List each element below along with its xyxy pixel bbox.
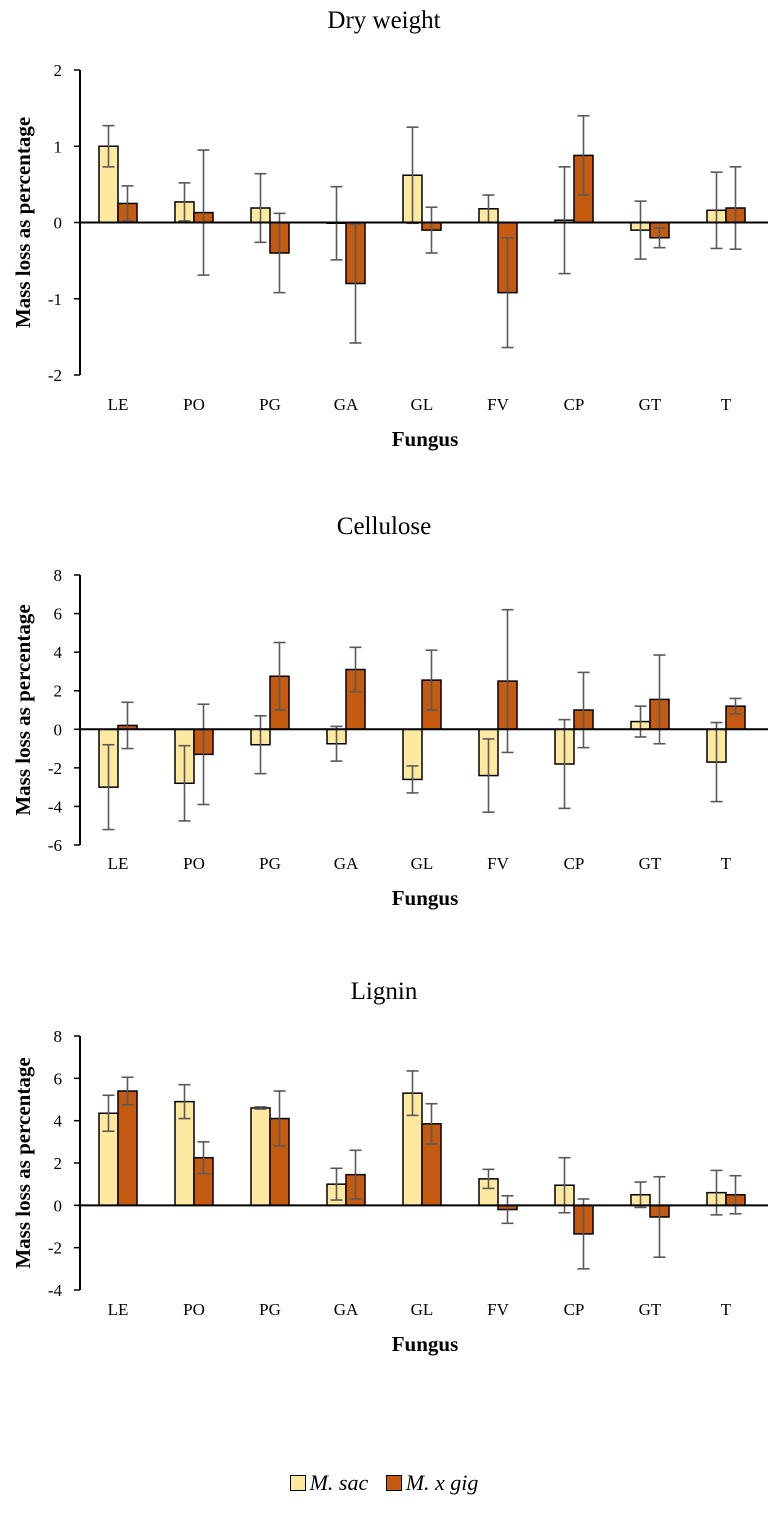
x-category-label: CP bbox=[564, 1300, 585, 1319]
y-tick-label: 2 bbox=[54, 682, 63, 701]
chart-dry-weight: Dry weight -2 -1 0 1 2 LE PO PG GA GL FV CP GT T Fungus… bbox=[11, 7, 768, 451]
legend-item-m-sac: M. sac bbox=[289, 1470, 369, 1496]
chart-title: Cellulose bbox=[337, 513, 431, 540]
x-category-label: GL bbox=[411, 1300, 434, 1319]
x-axis-title: Fungus bbox=[392, 886, 459, 910]
x-category-label: PO bbox=[183, 1300, 205, 1319]
legend-swatch-m-x-gig bbox=[385, 1475, 402, 1491]
x-category-label: GL bbox=[411, 854, 434, 873]
x-category-label: CP bbox=[564, 854, 585, 873]
legend-label-m-x-gig: M. x gig bbox=[405, 1470, 479, 1495]
x-category-label: FV bbox=[487, 854, 509, 873]
x-category-label: T bbox=[721, 1300, 732, 1319]
chart-title: Dry weight bbox=[327, 7, 440, 34]
y-axis-title: Mass loss as percentage bbox=[11, 1057, 35, 1268]
legend-swatch-m-sac bbox=[289, 1475, 306, 1491]
y-axis-title: Mass loss as percentage bbox=[11, 604, 35, 815]
y-tick-label: 4 bbox=[54, 1112, 63, 1131]
x-axis-title: Fungus bbox=[392, 1332, 459, 1356]
legend-label-m-sac: M. sac bbox=[309, 1470, 369, 1495]
y-tick-label: -2 bbox=[48, 759, 62, 778]
x-category-label: LE bbox=[108, 854, 129, 873]
x-category-label: GT bbox=[639, 854, 662, 873]
chart-cellulose: Cellulose -6 -4 -2 0 2 4 6 8 LE PO PG GA GL FV CP GT T Fun… bbox=[11, 513, 768, 910]
x-category-label: PG bbox=[259, 1300, 281, 1319]
chart-lignin: Lignin -4 -2 0 2 4 6 8 LE PO PG GA GL FV CP GT T Fungus Ma… bbox=[11, 978, 768, 1356]
bar-m-sac-pg bbox=[250, 1107, 271, 1207]
x-category-label: LE bbox=[108, 1300, 129, 1319]
x-category-label: GA bbox=[334, 395, 359, 414]
legend: M. sac M. x gig bbox=[0, 1470, 768, 1496]
x-category-label: GL bbox=[411, 395, 434, 414]
y-tick-label: -4 bbox=[48, 1281, 63, 1300]
y-tick-label: -6 bbox=[48, 836, 62, 855]
x-category-label: FV bbox=[487, 1300, 509, 1319]
x-category-label: FV bbox=[487, 395, 509, 414]
y-tick-label: 6 bbox=[54, 1069, 63, 1088]
legend-item-m-x-gig: M. x gig bbox=[385, 1470, 479, 1496]
x-category-label: GA bbox=[334, 1300, 359, 1319]
x-category-label: GA bbox=[334, 854, 359, 873]
x-category-label: PO bbox=[183, 854, 205, 873]
x-category-label: CP bbox=[564, 395, 585, 414]
bar-m-x-gig-le bbox=[117, 1090, 138, 1207]
x-category-label: GT bbox=[639, 395, 662, 414]
x-category-label: GT bbox=[639, 1300, 662, 1319]
x-category-label: PG bbox=[259, 395, 281, 414]
y-tick-label: -2 bbox=[48, 1239, 62, 1258]
y-tick-label: 0 bbox=[54, 214, 63, 233]
x-category-label: T bbox=[721, 854, 732, 873]
y-tick-label: 6 bbox=[54, 605, 63, 624]
x-category-label: LE bbox=[108, 395, 129, 414]
y-tick-label: 4 bbox=[54, 643, 63, 662]
x-category-label: T bbox=[721, 395, 732, 414]
x-axis-title: Fungus bbox=[392, 427, 459, 451]
x-category-label: PO bbox=[183, 395, 205, 414]
y-tick-label: 2 bbox=[54, 61, 63, 80]
y-tick-label: -2 bbox=[48, 366, 62, 385]
chart-title: Lignin bbox=[351, 978, 418, 1005]
y-tick-label: 0 bbox=[54, 720, 63, 739]
x-category-label: PG bbox=[259, 854, 281, 873]
y-tick-label: -4 bbox=[48, 797, 63, 816]
y-tick-label: 1 bbox=[54, 137, 63, 156]
y-tick-label: 2 bbox=[54, 1154, 63, 1173]
y-tick-label: 8 bbox=[54, 566, 63, 585]
y-tick-label: 8 bbox=[54, 1027, 63, 1046]
y-tick-label: -1 bbox=[48, 290, 62, 309]
y-tick-label: 0 bbox=[54, 1196, 63, 1215]
y-axis-title: Mass loss as percentage bbox=[11, 117, 35, 328]
